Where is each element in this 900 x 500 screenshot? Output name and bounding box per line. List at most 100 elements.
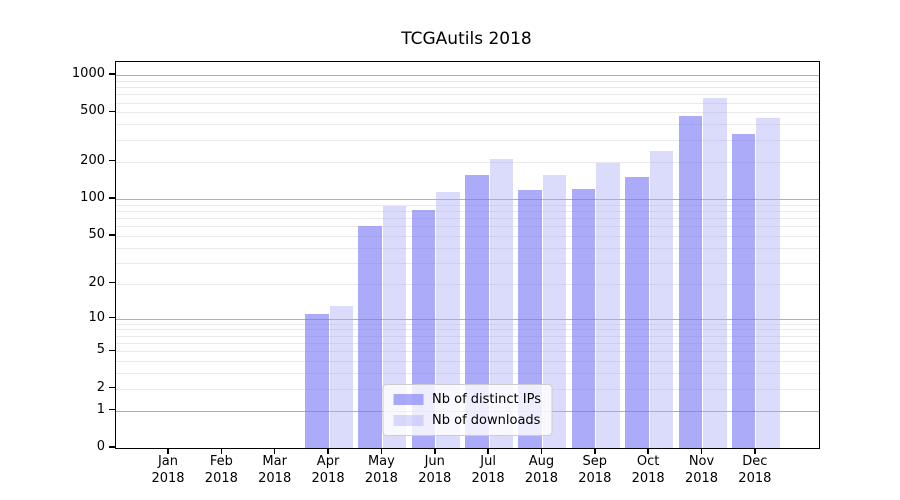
x-tick-mark (434, 448, 436, 454)
x-tick-year: 2018 (738, 470, 772, 486)
x-tick-month: Mar (262, 454, 287, 469)
y-tick-mark (109, 386, 115, 389)
legend-label-distinct-ips: Nb of distinct IPs (432, 392, 541, 407)
x-tick-month: Jun (424, 454, 445, 469)
bar-downloads-nov (703, 98, 727, 448)
x-tick-mark (167, 448, 169, 454)
x-tick-mark (487, 448, 489, 454)
gridline-minor (116, 87, 819, 89)
bar-distinct-ips-sep (571, 189, 596, 448)
legend-label-downloads: Nb of downloads (432, 413, 541, 428)
x-tick-year: 2018 (524, 470, 558, 486)
x-tick-label-aug: Aug 2018 (525, 454, 558, 487)
x-tick-year: 2018 (578, 470, 612, 486)
gridline-minor (116, 94, 819, 96)
bar-downloads-sep (596, 163, 620, 448)
x-tick-mark (647, 448, 649, 454)
x-tick-month: May (367, 454, 395, 469)
bar-downloads-dec (756, 117, 780, 448)
bar-downloads-jul (489, 158, 514, 448)
bar-distinct-ips-jul (465, 175, 489, 448)
bar-distinct-ips-apr (305, 313, 329, 448)
x-tick-mark (327, 448, 329, 454)
bar-downloads-oct (649, 150, 674, 448)
y-tick-mark (109, 446, 115, 448)
x-tick-label-sep: Sep 2018 (578, 454, 611, 487)
x-tick-label-may: May 2018 (365, 454, 398, 487)
y-tick-label: 50 (88, 226, 105, 242)
x-tick-label-feb: Feb 2018 (205, 454, 238, 487)
y-tick-mark (109, 73, 115, 75)
x-tick-year: 2018 (311, 470, 345, 486)
x-tick-label-dec: Dec 2018 (738, 454, 771, 487)
x-tick-month: Nov (688, 454, 715, 469)
bar-distinct-ips-dec (731, 133, 756, 448)
x-tick-year: 2018 (471, 470, 505, 486)
legend-swatch-distinct-ips (393, 394, 424, 405)
legend-swatch-downloads (393, 415, 424, 426)
x-tick-year: 2018 (151, 470, 185, 486)
x-tick-month: Aug (528, 454, 555, 469)
y-tick-label: 1 (96, 401, 105, 417)
x-tick-label-nov: Nov 2018 (685, 454, 718, 487)
bar-downloads-jun (436, 191, 460, 448)
x-tick-month: Jul (480, 454, 496, 469)
x-tick-year: 2018 (418, 470, 452, 486)
y-tick-mark (109, 197, 115, 199)
y-tick-mark (109, 349, 115, 352)
y-tick-label: 2 (96, 379, 105, 395)
y-tick-label: 100 (80, 189, 105, 205)
x-tick-month: Sep (582, 454, 608, 469)
x-tick-label-jul: Jul 2018 (472, 454, 505, 487)
y-tick-label: 1000 (71, 66, 105, 82)
y-tick-mark (109, 234, 115, 236)
x-tick-year: 2018 (684, 470, 719, 486)
y-tick-mark (109, 110, 115, 113)
gridline-minor (116, 80, 819, 82)
y-tick-label: 200 (80, 152, 105, 168)
y-tick-label: 0 (96, 439, 105, 454)
bar-distinct-ips-nov (678, 115, 702, 448)
gridline-major (116, 75, 819, 77)
x-tick-mark (700, 448, 703, 454)
legend-item-distinct-ips: Nb of distinct IPs (393, 392, 541, 407)
gridline-minor (116, 139, 819, 141)
x-tick-label-mar: Mar 2018 (258, 454, 291, 487)
y-tick-label: 10 (88, 309, 105, 325)
bar-distinct-ips-oct (625, 177, 649, 448)
bar-distinct-ips-aug (518, 190, 542, 448)
x-tick-mark (754, 448, 756, 454)
bar-distinct-ips-may (358, 226, 382, 448)
legend-item-downloads: Nb of downloads (393, 413, 541, 428)
x-tick-year: 2018 (204, 470, 238, 486)
x-tick-month: Dec (742, 454, 768, 469)
x-tick-label-jan: Jan 2018 (151, 454, 184, 487)
bar-downloads-aug (542, 175, 567, 448)
x-tick-mark (220, 448, 223, 454)
x-tick-label-oct: Oct 2018 (632, 454, 665, 487)
x-tick-label-apr: Apr 2018 (312, 454, 345, 487)
gridline-minor (116, 102, 819, 104)
y-tick-label: 5 (96, 342, 105, 358)
y-tick-mark (109, 316, 115, 319)
y-tick-mark (109, 159, 115, 162)
gridline-minor (116, 112, 819, 114)
x-tick-mark (540, 448, 543, 454)
x-tick-month: Apr (316, 454, 340, 469)
bar-downloads-apr (329, 305, 354, 448)
y-tick-label: 500 (80, 103, 105, 119)
y-tick-mark (109, 408, 115, 411)
x-tick-year: 2018 (258, 470, 292, 486)
y-tick-label: 20 (88, 274, 105, 290)
x-tick-mark (273, 448, 276, 454)
x-tick-year: 2018 (364, 470, 398, 486)
x-tick-label-jun: Jun 2018 (418, 454, 451, 487)
chart-title: TCGAutils 2018 (401, 29, 532, 49)
x-tick-month: Feb (209, 454, 233, 469)
plot-area: Nb of distinct IPs Nb of downloads (115, 61, 820, 449)
y-tick-mark (109, 281, 115, 284)
legend: Nb of distinct IPs Nb of downloads (382, 384, 553, 436)
x-tick-month: Jan (157, 454, 179, 469)
gridline-minor (116, 161, 819, 163)
